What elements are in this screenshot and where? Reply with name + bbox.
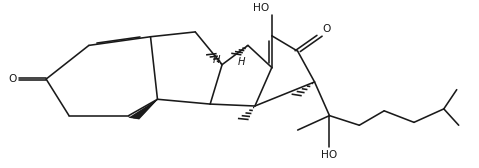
Text: HO: HO [321, 150, 338, 160]
Text: H: H [213, 55, 220, 65]
Text: H: H [238, 57, 245, 67]
Text: HO: HO [253, 3, 269, 13]
Text: O: O [322, 24, 331, 34]
Polygon shape [128, 99, 158, 119]
Text: O: O [9, 74, 17, 84]
